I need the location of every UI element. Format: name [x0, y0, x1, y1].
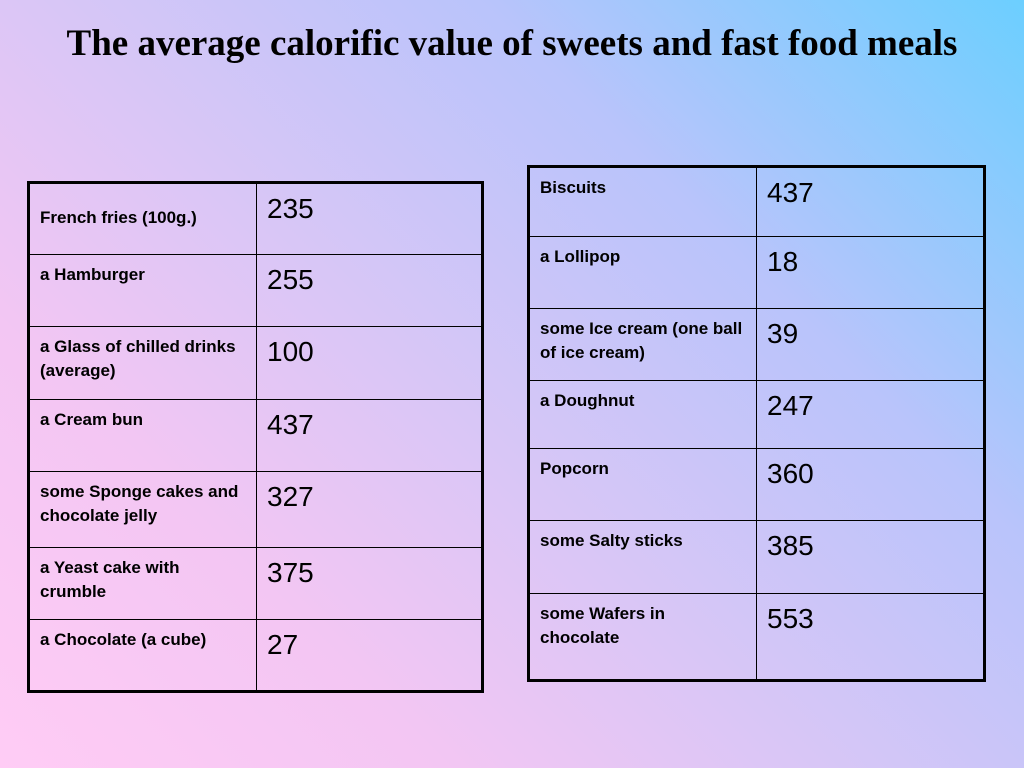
- calorie-value-cell: 375: [256, 547, 483, 620]
- calorie-value-cell: 437: [256, 399, 483, 472]
- slide-title: The average calorific value of sweets an…: [66, 23, 958, 64]
- food-name-cell: Biscuits: [528, 166, 757, 237]
- table-row: a Cream bun 437: [28, 399, 483, 472]
- table-row: some Sponge cakes and chocolate jelly 32…: [28, 471, 483, 548]
- food-name-cell: a Yeast cake with crumble: [28, 547, 257, 620]
- calorie-value-cell: 39: [756, 308, 985, 381]
- table-row: a Doughnut 247: [528, 380, 985, 449]
- table-row: a Hamburger 255: [28, 254, 483, 327]
- table-row: Popcorn 360: [528, 448, 985, 521]
- calorie-value-cell: 360: [756, 448, 985, 521]
- food-name-cell: a Glass of chilled drinks (average): [28, 326, 257, 400]
- food-name-cell: some Wafers in chocolate: [528, 593, 757, 681]
- left-calorie-table: French fries (100g.) 235 a Hamburger 255…: [27, 181, 484, 693]
- table-row: French fries (100g.) 235: [28, 182, 483, 255]
- food-name-cell: a Hamburger: [28, 254, 257, 327]
- table-row: a Chocolate (a cube) 27: [28, 619, 483, 692]
- calorie-value-cell: 100: [256, 326, 483, 400]
- food-name-cell: a Chocolate (a cube): [28, 619, 257, 692]
- calorie-value-cell: 553: [756, 593, 985, 681]
- table-row: some Wafers in chocolate 553: [528, 593, 985, 681]
- food-name-cell: Popcorn: [528, 448, 757, 521]
- table-row: Biscuits 437: [528, 166, 985, 237]
- calorie-value-cell: 327: [256, 471, 483, 548]
- calorie-value-cell: 255: [256, 254, 483, 327]
- food-name-cell: some Sponge cakes and chocolate jelly: [28, 471, 257, 548]
- food-name-cell: a Cream bun: [28, 399, 257, 472]
- food-name-cell: a Doughnut: [528, 380, 757, 449]
- calorie-value-cell: 437: [756, 166, 985, 237]
- right-calorie-table: Biscuits 437 a Lollipop 18 some Ice crea…: [527, 165, 986, 682]
- food-name-cell: a Lollipop: [528, 236, 757, 309]
- table-row: a Lollipop 18: [528, 236, 985, 309]
- table-row: a Yeast cake with crumble 375: [28, 547, 483, 620]
- calorie-value-cell: 247: [756, 380, 985, 449]
- table-row: some Salty sticks 385: [528, 520, 985, 594]
- food-name-cell: some Ice cream (one ball of ice cream): [528, 308, 757, 381]
- calorie-value-cell: 235: [256, 182, 483, 255]
- calorie-value-cell: 18: [756, 236, 985, 309]
- food-name-cell: some Salty sticks: [528, 520, 757, 594]
- table-row: some Ice cream (one ball of ice cream) 3…: [528, 308, 985, 381]
- calorie-value-cell: 27: [256, 619, 483, 692]
- calorie-value-cell: 385: [756, 520, 985, 594]
- food-name-cell: French fries (100g.): [28, 182, 257, 255]
- table-row: a Glass of chilled drinks (average) 100: [28, 326, 483, 400]
